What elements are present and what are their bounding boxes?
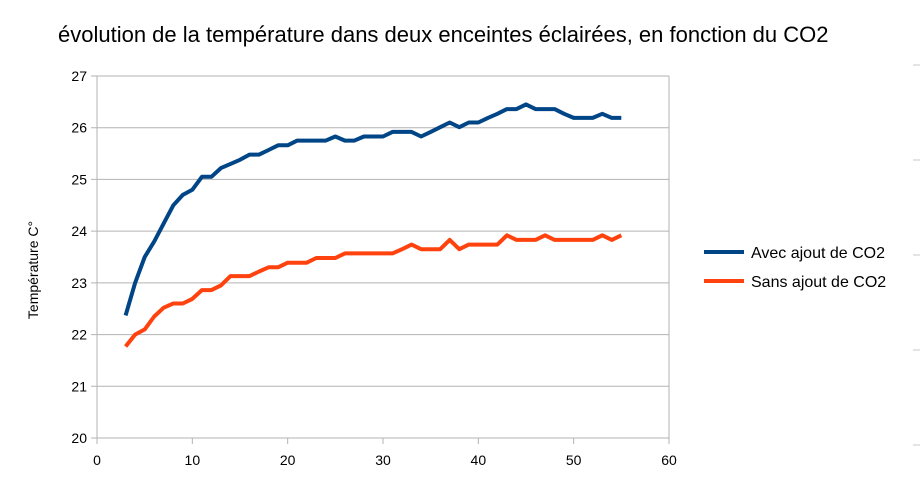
- y-tick-label: 23: [71, 275, 87, 291]
- legend-label-2: Sans ajout de CO2: [751, 274, 886, 291]
- x-tick-label: 50: [566, 452, 582, 468]
- x-tick-label: 0: [93, 452, 101, 468]
- y-tick-label: 26: [71, 120, 87, 136]
- axes: [96, 76, 670, 444]
- y-tick-label: 24: [71, 223, 87, 239]
- series-line-1: [123, 102, 622, 316]
- legend-label-1: Avec ajout de CO2: [751, 245, 885, 262]
- legend: Avec ajout de CO2 Sans ajout de CO2: [704, 245, 886, 291]
- y-tick-labels: 20 21 22 23 24 25 26 27: [71, 68, 87, 446]
- x-tick-label: 20: [280, 452, 296, 468]
- x-tick-label: 10: [185, 452, 201, 468]
- y-tick-label: 25: [71, 171, 87, 187]
- y-tick-label: 21: [71, 378, 87, 394]
- y-tick-label: 22: [71, 327, 87, 343]
- y-tick-label: 27: [71, 68, 87, 84]
- y-tick-label: 20: [71, 430, 87, 446]
- gridlines: [91, 75, 669, 439]
- x-tick-label: 30: [375, 452, 391, 468]
- x-tick-label: 40: [471, 452, 487, 468]
- y-axis-label: Température C°: [25, 221, 41, 319]
- right-edge-marks: [913, 64, 920, 446]
- series-line-2: [124, 233, 623, 348]
- x-tick-label: 60: [661, 452, 677, 468]
- series-lines: [123, 102, 623, 348]
- x-tick-labels: 0 10 20 30 40 50 60: [93, 452, 677, 468]
- chart-title: évolution de la température dans deux en…: [58, 22, 828, 47]
